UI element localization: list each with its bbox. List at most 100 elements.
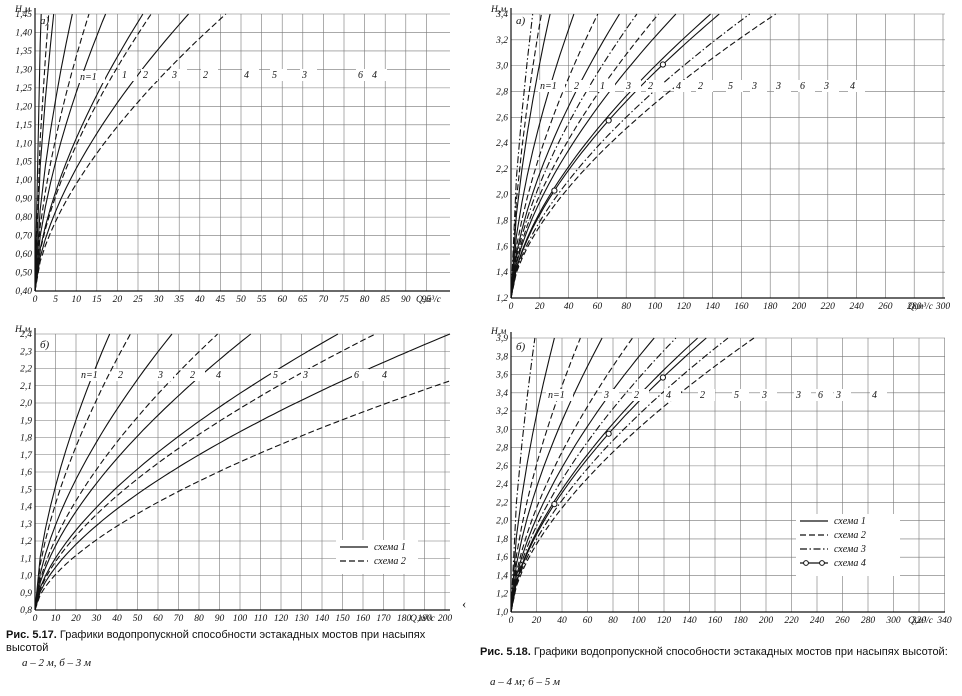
x-axis-title: Q,м³/с [416,295,442,305]
curve-solid [34,333,111,611]
curve-dashdot [510,13,638,299]
legend-label: схема 1 [834,516,866,527]
y-tick-label: 1,00 [15,176,32,186]
y-tick-label: 2,0 [20,399,32,409]
y-tick-label: 2,8 [496,87,508,97]
curve-label-background [301,369,318,381]
panel-label: а) [516,15,526,27]
curve-label: 4 [244,70,249,81]
y-tick-label: 0,8 [20,606,32,616]
legend-label: схема 4 [834,558,866,569]
curve-solid [34,13,73,292]
curve-label-background [674,80,691,92]
x-tick-label: 10 [51,614,61,624]
x-tick-label: 60 [277,295,287,305]
curve-label-background [760,389,777,401]
y-tick-label: 2,0 [496,191,508,201]
curve-label-background [726,80,743,92]
curve-label: n=1 [548,390,565,401]
x-tick-label: 10 [71,295,81,305]
x-tick-label: 140 [682,616,697,626]
curve-solid [510,337,698,613]
y-axis-title: Н,м [490,327,506,337]
x-tick-label: 110 [254,614,268,624]
x-tick-label: 220 [784,616,799,626]
x-tick-label: 40 [195,295,205,305]
curve-label-background [380,369,397,381]
curve-dashdot [510,337,729,613]
legend-label: схема 2 [834,530,866,541]
curve-dashdot [510,337,536,613]
y-tick-label: 0,40 [15,287,32,297]
curve-label-background [78,71,105,83]
panel-label: а) [40,15,50,27]
y-tick-label: 3,4 [495,389,508,399]
x-tick-label: 260 [835,616,850,626]
curve-dashed [34,333,131,611]
curve-label: 2 [190,370,195,381]
stray-mark: ‹ [462,596,466,611]
curve-dashed [510,337,633,613]
x-tick-label: 200 [759,616,774,626]
chart-fig-5-17-b: 0 10 20 30 40 50 60 70 80 90 100 110 120 130 140 150 160… [14,325,452,624]
curve-solid [34,333,173,611]
curve-label: 6 [818,390,823,401]
panel-label: б) [40,339,50,351]
curve-solid [510,337,555,613]
x-tick-label: 0 [509,616,514,626]
y-tick-label: 1,8 [20,434,32,444]
y-tick-label: 1,2 [20,537,32,547]
caption-sub-text-5-17: а – 2 м, б – 3 м [22,657,92,669]
y-axis-title: Н,м [14,5,30,15]
caption-sub-5-18: а – 4 м; б – 5 м [490,676,560,689]
legend-marker-circle [819,560,825,566]
y-tick-label: 0,80 [15,213,32,223]
chart-fig-5-17-a: 0 5 10 15 20 25 30 35 40 45 50 55 60 65 70 75 80 85 90 950,… [14,5,450,305]
x-tick-label: 160 [356,614,371,624]
x-tick-label: 120 [657,616,672,626]
x-tick-label: 180 [397,614,412,624]
x-tick-label: 340 [936,616,952,626]
curve-solid [34,333,339,611]
x-tick-label: 160 [708,616,723,626]
x-tick-label: 20 [532,616,542,626]
curve-label: n=1 [540,81,557,92]
x-tick-label: 95 [422,295,432,305]
curve-label-background [624,80,641,92]
y-tick-label: 1,15 [15,121,32,131]
x-tick-label: 40 [112,614,122,624]
y-tick-label: 2,0 [496,517,508,527]
curve-label: 2 [118,370,123,381]
curve-label: 4 [872,390,877,401]
x-tick-label: 300 [935,302,951,312]
x-tick-label: 140 [705,302,720,312]
curve-label-background [798,80,815,92]
curve-label-background [696,80,713,92]
y-tick-label: 1,3 [20,520,32,530]
x-tick-label: 140 [315,614,330,624]
curve-label: 1 [600,81,605,92]
x-tick-label: 180 [763,302,778,312]
curve-label-background [822,80,839,92]
curve-label-background [116,369,133,381]
y-tick-label: 1,2 [496,590,508,600]
curve-label-background [79,369,106,381]
y-tick-label: 3,9 [495,334,508,344]
curve-label: 4 [666,390,671,401]
curve-solid [34,13,107,292]
legend-label: схема 1 [374,542,406,553]
y-tick-label: 1,2 [496,294,508,304]
curve-dashed [34,333,376,611]
y-tick-label: 1,0 [496,608,508,618]
curve-dashed [510,13,599,299]
curve-label: 6 [354,370,359,381]
x-tick-label: 40 [557,616,567,626]
x-tick-label: 190 [417,614,432,624]
x-tick-label: 100 [648,302,663,312]
curve-label-background [750,80,767,92]
curve-dashdot [510,13,751,299]
y-tick-label: 2,2 [496,165,508,175]
y-tick-label: 2,1 [20,382,32,392]
curve-label: 5 [273,370,278,381]
x-tick-label: 80 [360,295,370,305]
